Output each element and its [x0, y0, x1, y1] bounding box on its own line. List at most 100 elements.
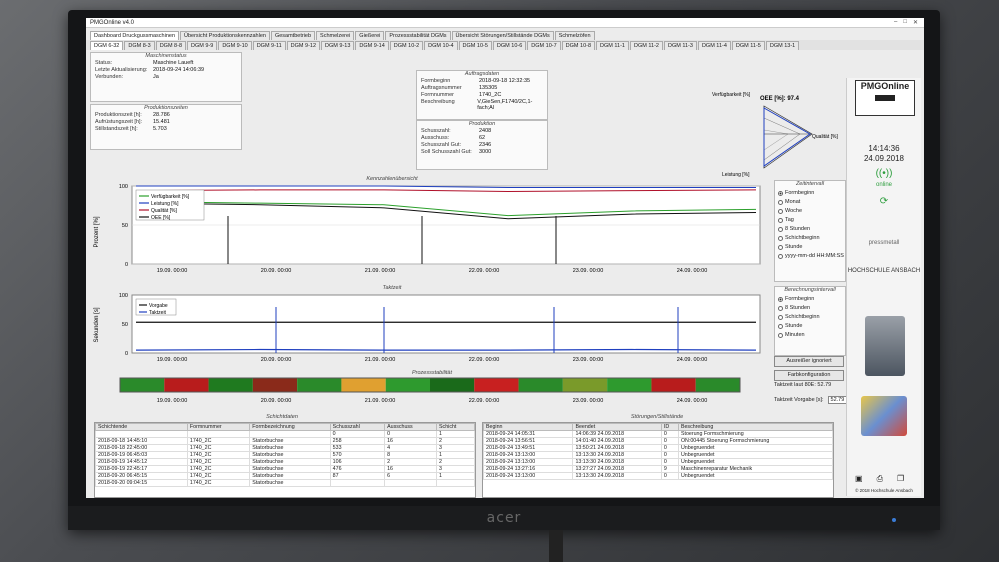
berechnungsintervall-option[interactable]: Minuten: [778, 332, 845, 338]
table-row[interactable]: 2018-09-20 09:04:15 1740_2C Statorbuchse: [95, 479, 475, 487]
farbkonfiguration-button[interactable]: Farbkonfiguration: [774, 370, 844, 381]
berechnungsintervall-option[interactable]: 8 Stunden: [778, 305, 845, 311]
schichtdaten-header[interactable]: Formbezeichnung: [249, 423, 331, 431]
machine-tab-4[interactable]: DGM 9-10: [218, 41, 252, 50]
table-row[interactable]: 2018-09-18 14:45:10 1740_2C Statorbuchse 25…: [95, 437, 475, 445]
machine-tab-14[interactable]: DGM 10-8: [561, 41, 596, 50]
berechnungsintervall-option[interactable]: Schichtbeginn: [778, 314, 845, 320]
tab-4[interactable]: Gießerei: [355, 31, 385, 40]
minimize-button[interactable]: –: [894, 19, 898, 25]
y-tick-label: 50: [122, 223, 128, 229]
schichtdaten-header[interactable]: Ausschuss: [384, 423, 438, 431]
table-row[interactable]: 2018-09-19 22:45:17 1740_2C Statorbuchse 47…: [95, 465, 475, 473]
machine-tab-20[interactable]: DGM 13-1: [765, 41, 800, 50]
radio-icon[interactable]: [778, 253, 783, 259]
save-icon[interactable]: ▣: [855, 474, 863, 483]
machine-tab-8[interactable]: DGM 9-14: [355, 41, 389, 50]
zeitintervall-option-label: 8 Stunden: [785, 226, 811, 232]
radio-icon[interactable]: [778, 305, 783, 311]
machine-tab-3[interactable]: DGM 9-9: [187, 41, 218, 50]
machine-tab-1[interactable]: DGM 8-3: [124, 41, 155, 50]
machine-tab-13[interactable]: DGM 10-7: [527, 41, 561, 50]
table-row[interactable]: 2018-09-24 13:27:16 13:27:27 24.09.2018 9 M…: [483, 465, 833, 473]
table-row[interactable]: 2018-09-24 13:13:00 13:13:30 24.09.2018 0 U…: [483, 472, 833, 480]
tab-3[interactable]: Schmelzerei: [316, 31, 355, 40]
machine-tab-2[interactable]: DGM 8-8: [155, 41, 186, 50]
machine-tab-19[interactable]: DGM 11-5: [731, 41, 765, 50]
machine-tab-10[interactable]: DGM 10-4: [424, 41, 458, 50]
machine-tab-5[interactable]: DGM 9-11: [252, 41, 286, 50]
schichtdaten-table-wrap[interactable]: Schichtende Formnummer Formbezeichnung Schu…: [94, 422, 476, 498]
table-row[interactable]: 2018-09-19 14:45:12 1740_2C Statorbuchse 10…: [95, 458, 475, 466]
stoerungen-table-wrap[interactable]: Beginn Beendet ID Beschreibung 2018-09-24 14…: [482, 422, 834, 498]
schichtdaten-header[interactable]: Schicht: [436, 423, 475, 431]
radio-icon[interactable]: [778, 190, 783, 196]
zeitintervall-option[interactable]: Schichtbeginn: [778, 235, 845, 241]
radio-icon[interactable]: [778, 235, 783, 241]
table-row[interactable]: 2018-09-24 13:49:51 13:50:21 24.09.2018 0 U…: [483, 444, 833, 452]
radio-icon[interactable]: [778, 244, 783, 250]
radio-icon[interactable]: [778, 226, 783, 232]
print-icon[interactable]: ⎙: [876, 474, 883, 483]
berechnungsintervall-option[interactable]: Stunde: [778, 323, 845, 329]
radio-icon[interactable]: [778, 314, 783, 320]
table-row[interactable]: 2018-09-18 22:45:00 1740_2C Statorbuchse 53…: [95, 444, 475, 452]
radio-icon[interactable]: [778, 332, 783, 338]
radio-icon[interactable]: [778, 208, 783, 214]
machine-tab-17[interactable]: DGM 11-3: [663, 41, 697, 50]
machine-tab-0[interactable]: DGM 6-32: [90, 41, 124, 50]
close-button[interactable]: ✕: [912, 20, 918, 26]
stoerungen-header[interactable]: ID: [660, 423, 679, 431]
table-row[interactable]: 2018-09-24 13:56:51 14:01:40 24.09.2018 0 O…: [483, 437, 833, 445]
table-row[interactable]: 2018-09-24 13:13:00 13:13:30 24.09.2018 0 U…: [483, 458, 833, 466]
machine-tab-9[interactable]: DGM 10-2: [389, 41, 424, 50]
stoerungen-header[interactable]: Beginn: [483, 423, 574, 431]
schichtdaten-header[interactable]: Schusszahl: [329, 423, 386, 431]
zeitintervall-option[interactable]: Woche: [778, 208, 845, 214]
zeitintervall-option[interactable]: yyyy-mm-dd HH:MM:SS: [778, 253, 845, 259]
schichtdaten-header[interactable]: Schichtende: [95, 423, 188, 431]
radio-icon[interactable]: [778, 296, 783, 302]
tab-0[interactable]: Dashboard Druckgussmaschinen: [90, 31, 180, 40]
schichtdaten-header[interactable]: Formnummer: [186, 423, 251, 431]
machine-tab-16[interactable]: DGM 11-2: [630, 41, 663, 50]
zeitintervall-panel: Zeitintervall Formbeginn Monat Woche Tag 8 S…: [774, 180, 846, 282]
radio-icon[interactable]: [778, 323, 783, 329]
table-row[interactable]: 2018-09-20 06:45:15 1740_2C Statorbuchse 87…: [95, 472, 475, 480]
table-cell: Unbegruendet: [677, 444, 833, 452]
table-row[interactable]: 2018-09-24 14:05:31 14:06:39 24.09.2018 0 S…: [483, 430, 833, 438]
table-row[interactable]: 2018-09-24 13:13:00 13:13:30 24.09.2018 0 U…: [483, 451, 833, 459]
machine-tab-18[interactable]: DGM 11-4: [697, 41, 731, 50]
tab-2[interactable]: Gesamtbetrieb: [270, 31, 316, 40]
zeitintervall-option[interactable]: Tag: [778, 217, 845, 223]
table-row[interactable]: 2018-09-19 06:45:03 1740_2C Statorbuchse 57…: [95, 451, 475, 459]
refresh-icon[interactable]: ⟳: [879, 196, 889, 207]
zeitintervall-option[interactable]: Stunde: [778, 244, 845, 250]
stability-segment: [430, 378, 475, 392]
radio-icon[interactable]: [778, 217, 783, 223]
radio-icon[interactable]: [778, 199, 783, 205]
berechnungsintervall-option[interactable]: Formbeginn: [778, 296, 845, 302]
tab-6[interactable]: Übersicht Störungen/Stillstände DGMs: [451, 31, 554, 40]
maximize-button[interactable]: □: [903, 19, 907, 25]
produktion-value: 62: [479, 135, 486, 141]
taktzeit-vorgabe-input[interactable]: 52.79: [827, 396, 848, 404]
machine-tab-7[interactable]: DGM 9-13: [321, 41, 355, 50]
copy-icon[interactable]: ❐: [896, 474, 905, 483]
machine-tab-15[interactable]: DGM 11-1: [596, 41, 629, 50]
stoerungen-header[interactable]: Beschreibung: [677, 423, 833, 431]
machine-tab-6[interactable]: DGM 9-12: [286, 41, 321, 50]
tab-7[interactable]: Schmelzöfen: [554, 31, 595, 40]
zeitintervall-option[interactable]: Formbeginn: [778, 190, 845, 196]
ausreisser-button[interactable]: Ausreißer ignoriert: [774, 356, 844, 367]
stoerungen-header[interactable]: Beendet: [572, 423, 662, 431]
machine-tab-11[interactable]: DGM 10-5: [458, 41, 492, 50]
tab-1[interactable]: Übersicht Produktionskennzahlen: [180, 31, 270, 40]
tab-5[interactable]: Prozessstabilität DGMs: [385, 31, 451, 40]
produktion-value: 2408: [479, 128, 492, 134]
zeitintervall-option[interactable]: Monat: [778, 199, 845, 205]
zeitintervall-option[interactable]: 8 Stunden: [778, 226, 845, 232]
auftragsdaten-value: 2018-09-18 12:32:35: [479, 78, 531, 84]
machine-tab-12[interactable]: DGM 10-6: [492, 41, 527, 50]
